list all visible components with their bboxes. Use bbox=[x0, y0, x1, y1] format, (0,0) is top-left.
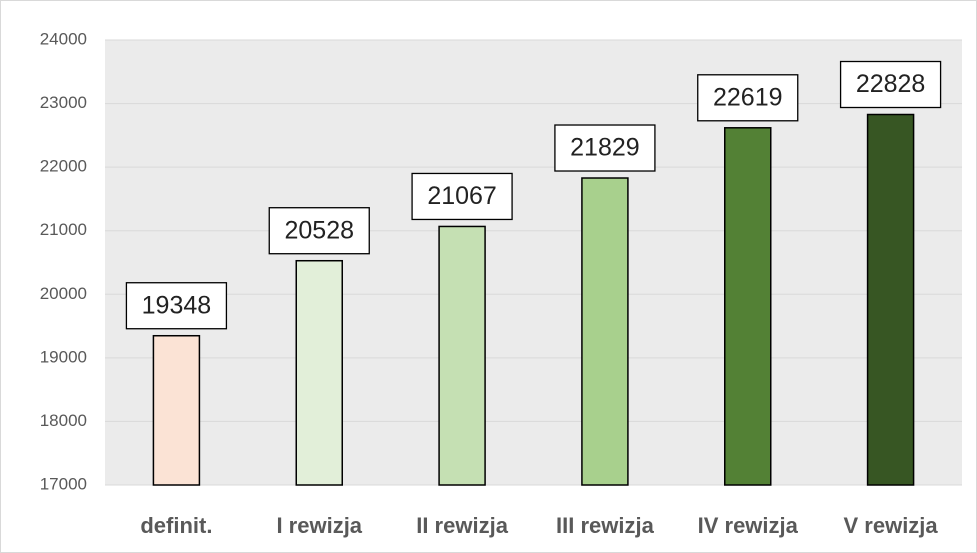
data-label: 21067 bbox=[427, 182, 497, 210]
data-label-box bbox=[125, 282, 228, 330]
data-label: 20528 bbox=[284, 216, 354, 244]
x-tick-label: III rewizja bbox=[556, 513, 655, 538]
x-tick-label: II rewizja bbox=[416, 513, 508, 538]
bar bbox=[438, 225, 486, 486]
data-label: 22828 bbox=[856, 70, 926, 98]
x-tick-label: V rewizja bbox=[844, 513, 939, 538]
data-label: 19348 bbox=[142, 291, 212, 319]
data-label-box bbox=[411, 172, 513, 221]
y-tick-label: 19000 bbox=[40, 347, 87, 366]
y-tick-label: 20000 bbox=[40, 284, 87, 303]
plot-area bbox=[105, 40, 962, 485]
x-tick-label: definit. bbox=[140, 513, 212, 538]
data-label-box bbox=[268, 207, 370, 255]
bar bbox=[152, 334, 201, 486]
bar bbox=[295, 259, 343, 486]
data-label-box bbox=[697, 74, 799, 122]
x-tick-label: I rewizja bbox=[276, 513, 362, 538]
data-label: 22619 bbox=[713, 83, 783, 111]
bar bbox=[866, 113, 915, 486]
bar bbox=[724, 127, 772, 486]
data-label-box bbox=[839, 60, 942, 109]
y-tick-label: 24000 bbox=[40, 29, 87, 48]
y-tick-label: 21000 bbox=[40, 220, 87, 239]
bar bbox=[581, 177, 629, 486]
y-tick-label: 17000 bbox=[40, 474, 87, 493]
y-tick-label: 18000 bbox=[40, 411, 87, 430]
y-tick-label: 23000 bbox=[40, 93, 87, 112]
data-label-box bbox=[554, 124, 656, 172]
data-label: 21829 bbox=[570, 134, 640, 162]
y-tick-label: 22000 bbox=[40, 157, 87, 176]
x-tick-label: IV rewizja bbox=[698, 513, 799, 538]
